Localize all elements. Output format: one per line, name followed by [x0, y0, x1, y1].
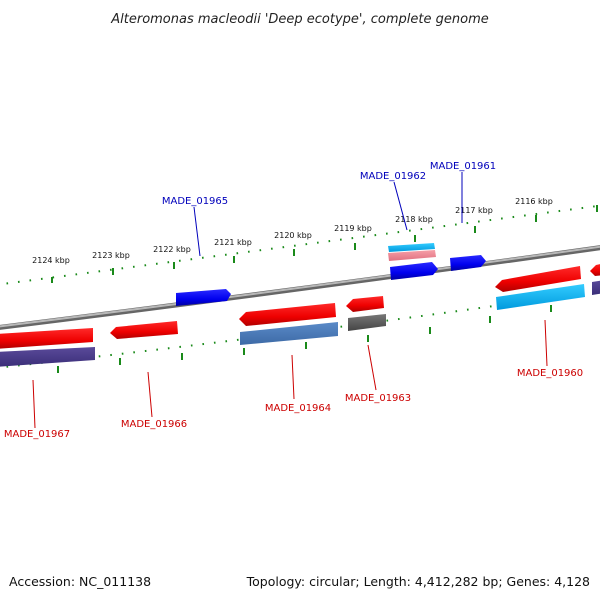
gene-arrow-made-01961[interactable] [450, 255, 486, 271]
gene-arrow-made-01965[interactable] [176, 289, 231, 306]
ruler-label: 2118 kbp [395, 215, 433, 224]
gene-label[interactable]: MADE_01962 [360, 171, 426, 182]
ruler-label: 2119 kbp [334, 224, 372, 233]
gene-label[interactable]: MADE_01966 [121, 419, 187, 430]
lower-ruler-major-ticks [57, 305, 552, 373]
gene-label[interactable]: MADE_01960 [517, 368, 583, 379]
ruler-labels: 2124 kbp 2123 kbp 2122 kbp 2121 kbp 2120… [32, 197, 553, 265]
gene-labels-forward: MADE_01965 MADE_01962 MADE_01961 [162, 161, 496, 207]
gene-label[interactable]: MADE_01964 [265, 403, 331, 414]
reverse-strand-features [0, 263, 600, 367]
gene-arrow-made-01966[interactable] [110, 321, 178, 339]
gene-arrow-edge[interactable] [590, 263, 600, 276]
map-title: Alteromonas macleodii 'Deep ecotype', co… [110, 12, 488, 27]
gene-block-made-01962-secondary[interactable] [388, 250, 436, 261]
gene-label[interactable]: MADE_01963 [345, 393, 411, 404]
ruler-label: 2117 kbp [455, 206, 493, 215]
ruler-label: 2121 kbp [214, 238, 252, 247]
forward-strand-features [176, 243, 486, 306]
topology-summary: Topology: circular; Length: 4,412,282 bp… [246, 574, 590, 589]
gene-block-made-01960-secondary[interactable] [496, 284, 585, 310]
gene-block-made-01963-secondary[interactable] [348, 314, 386, 331]
genome-backbone-highlight [0, 245, 600, 328]
gene-block-made-01967-secondary[interactable] [0, 347, 95, 367]
gene-arrow-made-01964[interactable] [239, 303, 336, 326]
gene-arrow-made-01967[interactable] [0, 328, 93, 349]
gene-block-edge[interactable] [592, 280, 600, 295]
gene-block-made-01964-secondary[interactable] [240, 322, 338, 345]
gene-label[interactable]: MADE_01965 [162, 196, 228, 207]
gene-labels-reverse: MADE_01967 MADE_01966 MADE_01964 MADE_01… [4, 368, 583, 440]
gene-block-made-01962[interactable] [388, 243, 435, 252]
gene-arrow-made-01963[interactable] [346, 296, 384, 312]
accession-text: Accession: NC_011138 [9, 574, 151, 589]
gene-arrow-made-01960[interactable] [495, 266, 581, 292]
leader-lines [32, 172, 548, 429]
upper-ruler [0, 204, 600, 286]
gene-label[interactable]: MADE_01967 [4, 429, 70, 440]
ruler-label: 2122 kbp [153, 245, 191, 254]
ruler-label: 2124 kbp [32, 256, 70, 265]
gene-label[interactable]: MADE_01961 [430, 161, 496, 172]
ruler-label: 2120 kbp [274, 231, 312, 240]
ruler-label: 2116 kbp [515, 197, 553, 206]
gene-arrow-forward[interactable] [390, 262, 438, 280]
upper-ruler-major-ticks [51, 205, 598, 283]
ruler-label: 2123 kbp [92, 251, 130, 260]
